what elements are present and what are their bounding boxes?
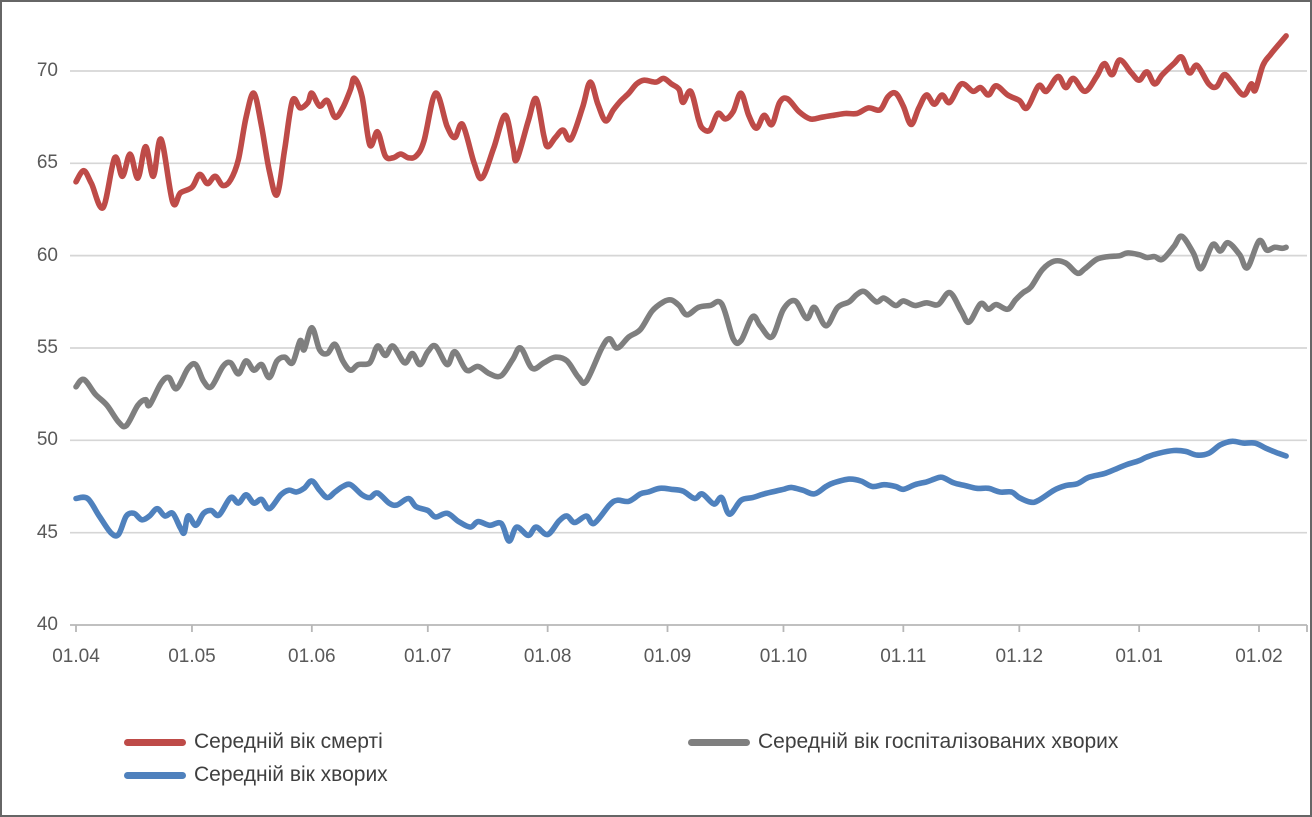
x-tick-label-01.02: 01.02 (1235, 646, 1283, 667)
series-line-0 (73, 33, 1289, 211)
y-tick-label-65: 65 (36, 152, 58, 174)
x-tick-label-01.06: 01.06 (288, 646, 336, 667)
y-tick-label-70: 70 (36, 59, 58, 81)
x-tick-label-01.10: 01.10 (759, 646, 808, 667)
series-line-1 (73, 233, 1289, 430)
x-tick-label-01.05: 01.05 (168, 646, 216, 667)
y-tick-label-60: 60 (36, 244, 58, 266)
legend-swatch-red-line (124, 738, 186, 746)
legend-label-sick: Середній вік хворих (194, 763, 388, 786)
legend-item-sick: Середній вік хворих (124, 762, 388, 788)
x-tick-label-01.11: 01.11 (880, 646, 927, 667)
legend-swatch-blue-line (124, 771, 186, 779)
y-tick-label-50: 50 (36, 429, 58, 451)
legend-swatch-gray-line (688, 738, 750, 746)
legend-label-death: Середній вік смерті (194, 730, 383, 753)
x-tick-label-01.07: 01.07 (404, 646, 452, 667)
series-line-2 (73, 438, 1289, 544)
legend-label-hospitalized: Середній вік госпіталізованих хворих (758, 730, 1119, 753)
x-tick-label-01.04: 01.04 (52, 646, 100, 667)
legend-item-hospitalized: Середній вік госпіталізованих хворих (688, 729, 1118, 755)
x-tick-label-01.01: 01.01 (1115, 646, 1163, 667)
x-tick-label-01.09: 01.09 (643, 646, 692, 667)
x-tick-label-01.08: 01.08 (523, 646, 572, 667)
legend-item-death: Середній вік смерті (124, 729, 383, 755)
y-tick-label-55: 55 (36, 336, 58, 358)
y-tick-label-45: 45 (36, 521, 58, 543)
x-tick-label-01.12: 01.12 (995, 646, 1044, 667)
y-tick-label-40: 40 (36, 614, 58, 635)
